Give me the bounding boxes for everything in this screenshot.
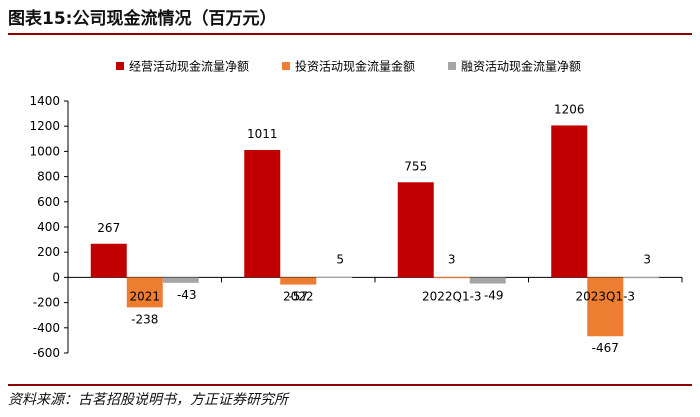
source-rule — [8, 384, 692, 386]
legend-swatch-3 — [448, 62, 456, 70]
bar-series3-2023Q1-3 — [623, 277, 660, 279]
y-tick-label: 200 — [37, 245, 60, 259]
bar-series1-2022 — [244, 150, 281, 278]
bar-series2-2022Q1-3 — [433, 277, 470, 279]
data-label-series1-2022Q1-3: 755 — [404, 159, 427, 173]
legend-label-2: 投资活动现金流量金额 — [295, 59, 415, 74]
y-tick-label: 1200 — [29, 119, 60, 133]
data-label-series2-2022Q1-3: 3 — [448, 252, 456, 266]
title-rule — [8, 33, 692, 35]
bar-series1-2022Q1-3 — [397, 182, 434, 278]
y-tick-label: 1400 — [29, 94, 60, 108]
x-category-label-2021: 2021 — [129, 289, 160, 303]
y-tick-label: 800 — [37, 170, 60, 184]
bar-series2-2023Q1-3 — [587, 277, 624, 337]
y-tick-label: -600 — [33, 346, 60, 360]
y-tick-label: 600 — [37, 195, 60, 209]
data-label-series3-2023Q1-3: 3 — [643, 252, 651, 266]
bar-series3-2022Q1-3 — [469, 277, 506, 284]
x-category-label-2023Q1-3: 2023Q1-3 — [575, 289, 635, 303]
chart-title: 图表15:公司现金流情况（百万元） — [8, 9, 277, 29]
y-tick-label: 1000 — [29, 144, 60, 158]
bar-series1-2021 — [90, 243, 127, 278]
source-note: 资料来源：古茗招股说明书，方正证券研究所 — [8, 392, 288, 408]
y-tick-label: -400 — [33, 321, 60, 335]
data-label-series1-2023Q1-3: 1206 — [554, 102, 585, 116]
bar-series2-2021 — [126, 277, 163, 308]
data-label-series2-2021: -238 — [131, 312, 158, 326]
y-tick-label: 400 — [37, 220, 60, 234]
x-category-label-2022: 2022 — [283, 289, 314, 303]
data-label-series1-2022: 1011 — [247, 127, 278, 141]
data-label-series3-2022: 5 — [336, 252, 344, 266]
x-category-label-2022Q1-3: 2022Q1-3 — [422, 289, 482, 303]
y-tick-label: -200 — [33, 296, 60, 310]
data-label-series1-2021: 267 — [97, 221, 120, 235]
bar-series3-2021 — [162, 277, 199, 283]
y-tick-label: 0 — [52, 270, 60, 284]
legend-swatch-2 — [282, 62, 290, 70]
cash-flow-bar-chart: 经营活动现金流量净额 投资活动现金流量金额 融资活动现金流量净额 1400 1200 10… — [29, 59, 683, 360]
data-label-series3-2021: -43 — [177, 288, 197, 302]
bar-series3-2022 — [316, 276, 353, 278]
legend-label-1: 经营活动现金流量净额 — [129, 59, 249, 74]
data-label-series3-2022Q1-3: -49 — [484, 289, 504, 303]
data-label-series2-2023Q1-3: -467 — [592, 341, 619, 355]
bar-series1-2023Q1-3 — [551, 125, 588, 278]
legend-label-3: 融资活动现金流量净额 — [461, 59, 581, 74]
data-label-series2-2022: -57 — [288, 290, 308, 304]
bar-series2-2022 — [280, 277, 317, 285]
legend-swatch-1 — [116, 62, 124, 70]
